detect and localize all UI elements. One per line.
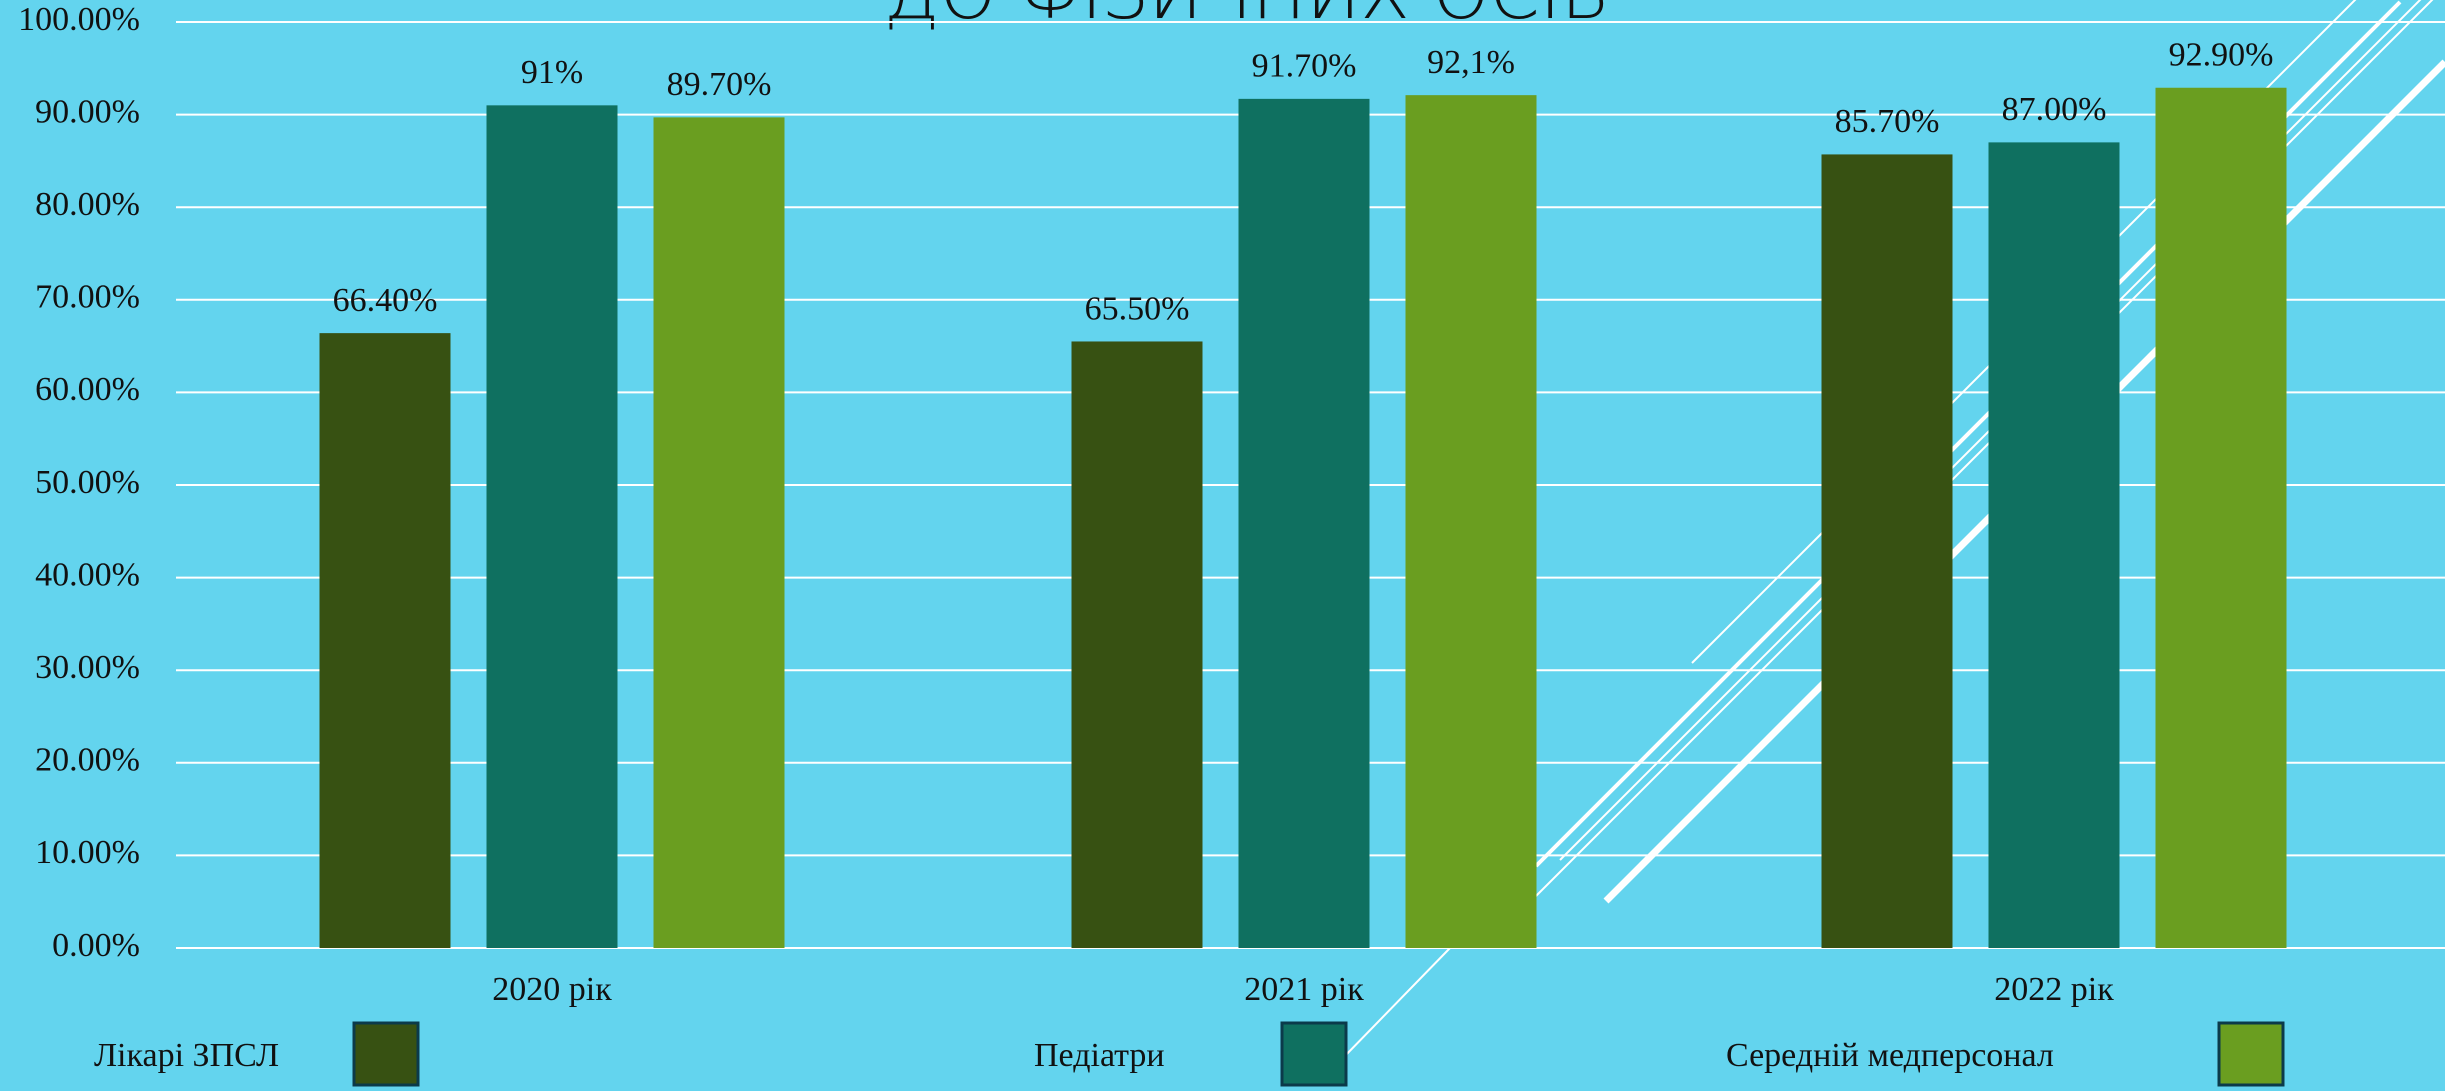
y-tick-label: 20.00% <box>35 742 140 779</box>
y-tick-label: 0.00% <box>52 927 140 964</box>
x-tick-label: 2021 рік <box>1244 971 1364 1008</box>
y-tick-label: 70.00% <box>35 279 140 316</box>
bar <box>1988 142 2120 948</box>
value-label: 87.00% <box>2002 91 2107 128</box>
legend-swatch <box>1280 1021 1348 1087</box>
y-tick-label: 40.00% <box>35 556 140 593</box>
bar <box>319 333 451 948</box>
value-label: 85.70% <box>1835 103 1940 140</box>
value-label: 91.70% <box>1252 48 1357 85</box>
legend-label: Середній медперсонал <box>1726 1037 2054 1074</box>
y-tick-label: 80.00% <box>35 186 140 223</box>
value-label: 66.40% <box>333 282 438 319</box>
bar <box>2155 87 2287 949</box>
value-label: 89.70% <box>667 66 772 103</box>
value-label: 92,1% <box>1427 44 1515 81</box>
x-tick-label: 2022 рік <box>1994 971 2114 1008</box>
y-tick-label: 60.00% <box>35 371 140 408</box>
legend-swatch <box>352 1021 420 1087</box>
y-tick-label: 100.00% <box>18 1 140 38</box>
chart-title: ДО ФІЗИЧНИХ ОСІБ <box>884 0 1610 35</box>
y-tick-label: 90.00% <box>35 93 140 130</box>
value-label: 91% <box>521 54 583 91</box>
bar <box>1238 98 1370 948</box>
value-label: 65.50% <box>1085 290 1190 327</box>
y-tick-label: 30.00% <box>35 649 140 686</box>
bar <box>1405 95 1537 949</box>
bar <box>1821 154 1953 949</box>
y-tick-label: 10.00% <box>35 834 140 871</box>
bar <box>1071 341 1203 949</box>
legend-label: Педіатри <box>1034 1037 1165 1074</box>
value-label: 92.90% <box>2169 37 2274 74</box>
y-tick-label: 50.00% <box>35 464 140 501</box>
legend-label: Лікарі ЗПСЛ <box>94 1037 279 1074</box>
legend-swatch <box>2217 1021 2285 1087</box>
bar <box>653 117 785 949</box>
x-tick-label: 2020 рік <box>492 971 612 1008</box>
bar <box>486 105 618 949</box>
